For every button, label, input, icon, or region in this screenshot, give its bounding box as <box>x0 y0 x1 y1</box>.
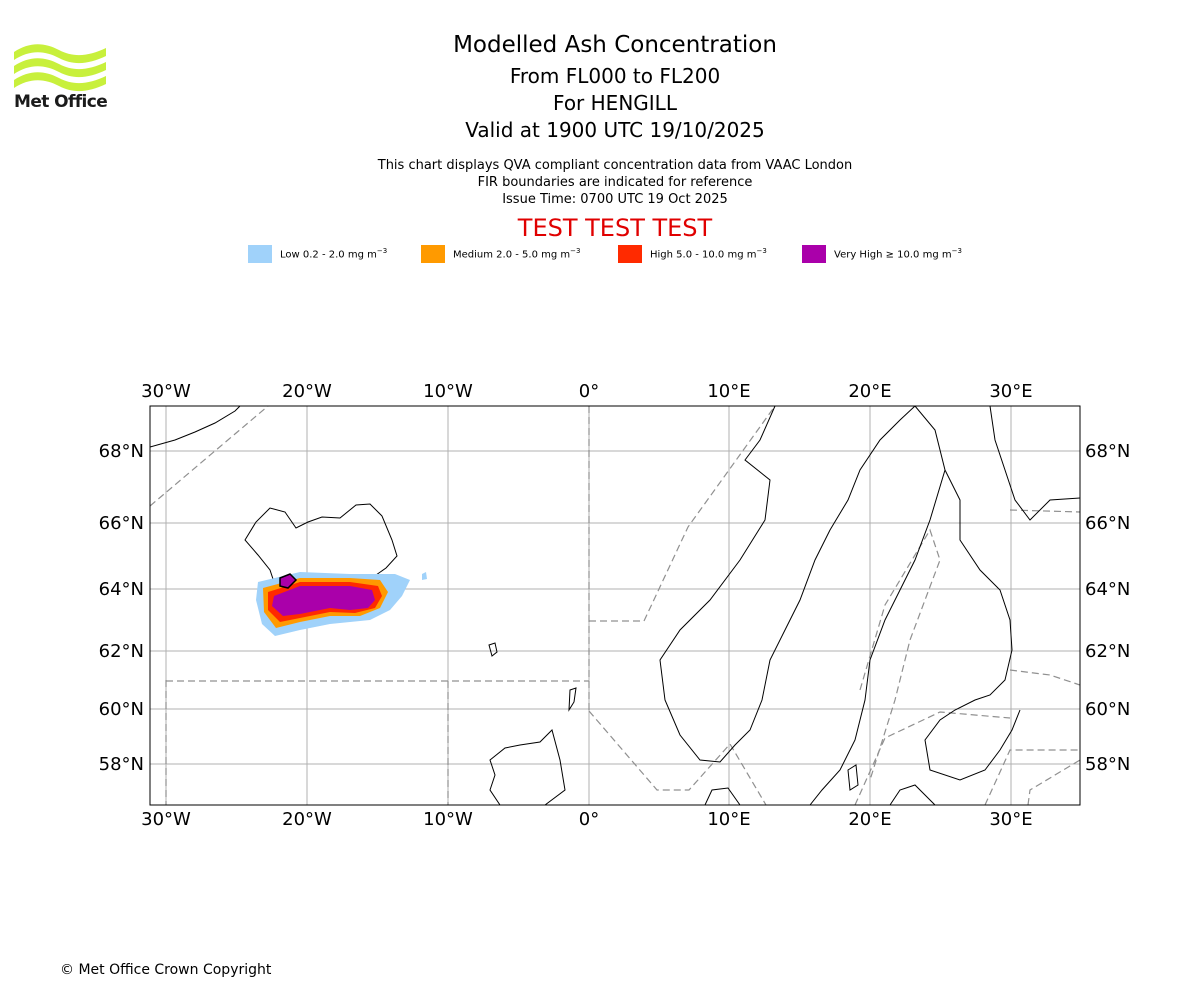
legend-item-high: High 5.0 - 10.0 mg m−3 <box>618 244 767 264</box>
fir-boundaries <box>150 406 1080 805</box>
issue-time: Issue Time: 0700 UTC 19 Oct 2025 <box>502 192 728 207</box>
lon-tick-bottom: 0° <box>579 809 599 830</box>
lat-tick-left: 64°N <box>99 579 144 600</box>
lon-tick-bottom: 10°W <box>423 809 473 830</box>
lon-tick-top: 10°E <box>707 381 750 402</box>
volcano-name: For HENGILL <box>553 91 677 115</box>
legend-item-very-high: Very High ≥ 10.0 mg m−3 <box>802 244 962 264</box>
valid-time: Valid at 1900 UTC 19/10/2025 <box>465 118 765 142</box>
lat-tick-right: 68°N <box>1085 441 1130 462</box>
legend-swatch-very-high <box>802 245 826 263</box>
lon-tick-top: 30°W <box>141 381 191 402</box>
qva-note: This chart displays QVA compliant concen… <box>377 158 853 173</box>
lat-tick-right: 66°N <box>1085 513 1130 534</box>
legend-label-high: High 5.0 - 10.0 mg m−3 <box>650 247 767 261</box>
legend-swatch-low <box>248 245 272 263</box>
legend-item-medium: Medium 2.0 - 5.0 mg m−3 <box>421 244 580 264</box>
lon-tick-top: 30°E <box>989 381 1032 402</box>
copyright-notice: © Met Office Crown Copyright <box>60 962 272 978</box>
lon-tick-top: 20°W <box>282 381 332 402</box>
coastlines <box>150 406 1080 805</box>
legend-label-very-high: Very High ≥ 10.0 mg m−3 <box>834 247 962 261</box>
ash-plume <box>256 572 427 636</box>
fir-note: FIR boundaries are indicated for referen… <box>477 175 753 190</box>
map-gridlines <box>150 406 1080 805</box>
lon-tick-bottom: 20°W <box>282 809 332 830</box>
lat-tick-left: 60°N <box>99 699 144 720</box>
lon-tick-top: 10°W <box>423 381 473 402</box>
legend-swatch-medium <box>421 245 445 263</box>
flight-level-range: From FL000 to FL200 <box>509 64 721 88</box>
test-banner: TEST TEST TEST <box>517 214 713 242</box>
met-office-logo-icon <box>14 44 106 92</box>
legend-label-low: Low 0.2 - 2.0 mg m−3 <box>280 247 388 261</box>
lon-tick-bottom: 30°E <box>989 809 1032 830</box>
lat-tick-right: 64°N <box>1085 579 1130 600</box>
legend-label-medium: Medium 2.0 - 5.0 mg m−3 <box>453 247 581 261</box>
lat-tick-left: 62°N <box>99 641 144 662</box>
legend-item-low: Low 0.2 - 2.0 mg m−3 <box>248 244 387 264</box>
lat-tick-right: 60°N <box>1085 699 1130 720</box>
lat-tick-left: 58°N <box>99 754 144 775</box>
lon-tick-top: 0° <box>579 381 599 402</box>
lat-tick-right: 62°N <box>1085 641 1130 662</box>
lon-tick-bottom: 20°E <box>848 809 891 830</box>
met-office-wordmark: Met Office <box>14 92 108 112</box>
map-frame <box>149 405 1081 806</box>
lon-tick-top: 20°E <box>848 381 891 402</box>
chart-title: Modelled Ash Concentration <box>453 32 777 58</box>
lat-tick-right: 58°N <box>1085 754 1130 775</box>
lat-tick-left: 66°N <box>99 513 144 534</box>
lon-tick-bottom: 10°E <box>707 809 750 830</box>
lon-tick-bottom: 30°W <box>141 809 191 830</box>
lat-tick-left: 68°N <box>99 441 144 462</box>
legend-swatch-high <box>618 245 642 263</box>
